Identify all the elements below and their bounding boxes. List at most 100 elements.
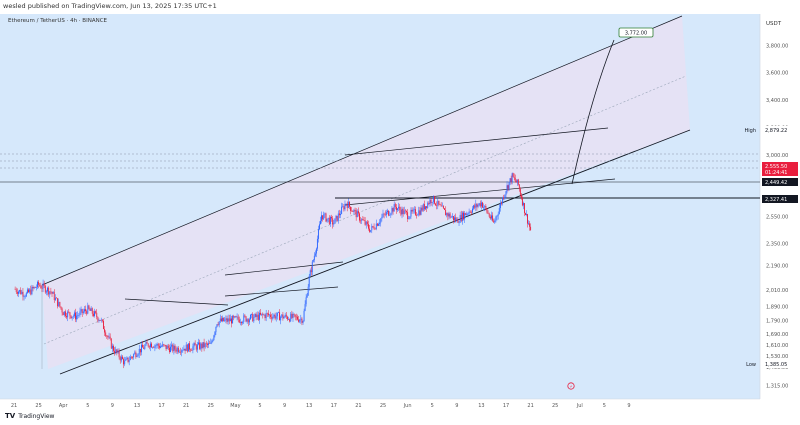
candles-layer xyxy=(14,172,532,369)
candle-body xyxy=(257,314,259,320)
price-label-box xyxy=(762,126,798,134)
event-icon[interactable] xyxy=(567,382,575,390)
candle-body xyxy=(370,230,372,232)
candle-body xyxy=(320,220,321,225)
candle-body xyxy=(472,208,473,213)
candle-body xyxy=(91,308,93,314)
candle-body xyxy=(478,203,480,205)
candle-body xyxy=(497,213,499,216)
candle-body xyxy=(508,182,510,189)
candle-body xyxy=(233,315,235,318)
candle-body xyxy=(95,311,97,313)
candle-body xyxy=(341,206,343,214)
candle-body xyxy=(163,344,165,345)
candle-body xyxy=(51,291,53,294)
price-axis-background xyxy=(760,14,800,399)
candle-body xyxy=(167,345,169,348)
candle-body xyxy=(337,213,339,221)
candle-body xyxy=(244,315,246,317)
candle-body xyxy=(280,316,282,321)
candle-body xyxy=(151,343,152,348)
y-tick-label: 1,890.00 xyxy=(766,305,788,311)
candle-body xyxy=(77,315,79,316)
candle-body xyxy=(133,354,135,358)
candle-body xyxy=(283,316,285,319)
price-label-value: 1,385.05 xyxy=(765,362,787,368)
candle-body xyxy=(250,314,251,320)
candle-body xyxy=(189,343,191,350)
candle-body xyxy=(66,316,68,318)
candle-body xyxy=(260,312,262,315)
candle-body xyxy=(489,216,491,219)
candle-body xyxy=(254,313,256,317)
candle-body xyxy=(459,214,461,223)
candle-body xyxy=(361,219,363,221)
candle-body xyxy=(331,217,333,219)
candle-body xyxy=(452,216,454,221)
candle-body xyxy=(122,356,123,360)
price-label-caption: High xyxy=(745,128,757,134)
candle-body xyxy=(448,213,450,217)
candle-body xyxy=(94,311,95,316)
x-tick-label: Jun xyxy=(403,403,412,409)
candle-body xyxy=(473,205,475,209)
candle-body xyxy=(446,213,448,216)
wedge-bottom-line xyxy=(344,178,616,206)
candle-body xyxy=(238,319,240,323)
candle-body xyxy=(509,178,511,183)
candle-body xyxy=(105,332,107,336)
candle-body xyxy=(356,211,358,218)
candle-body xyxy=(31,286,33,295)
candle-body xyxy=(220,318,222,322)
candle-body xyxy=(237,316,239,320)
candle-body xyxy=(506,185,508,192)
candle-body xyxy=(515,180,517,183)
candle-body xyxy=(155,345,157,347)
x-tick-label: 25 xyxy=(380,403,386,409)
candle-body xyxy=(265,313,267,319)
candle-body xyxy=(73,312,75,316)
candle-body xyxy=(527,214,528,224)
candle-body xyxy=(116,349,118,353)
candle-body xyxy=(196,344,198,350)
x-tick-label: 5 xyxy=(603,403,606,409)
candle-body xyxy=(190,349,192,351)
candle-body xyxy=(164,344,166,346)
candle-body xyxy=(134,352,136,355)
plot-area xyxy=(0,15,760,375)
y-tick-label: 3,800.00 xyxy=(766,43,788,49)
candle-body xyxy=(421,207,423,211)
candle-body xyxy=(86,311,88,314)
candle-body xyxy=(512,173,514,177)
candle-body xyxy=(211,341,213,343)
price-label-box xyxy=(762,195,798,203)
candle-body xyxy=(408,218,410,220)
candle-body xyxy=(170,346,171,353)
candle-body xyxy=(298,319,300,322)
x-tick-label: 25 xyxy=(208,403,214,409)
candle-body xyxy=(177,347,179,352)
candle-body xyxy=(297,316,298,320)
price-chart[interactable]: Ethereum / TetherUS · 4h · BINANCE USDT … xyxy=(0,14,800,413)
candle-body xyxy=(42,283,44,289)
x-tick-label: 13 xyxy=(134,403,140,409)
drawings-layer xyxy=(0,15,760,375)
candle-body xyxy=(141,344,142,353)
candle-body xyxy=(292,313,294,318)
candle-body xyxy=(373,226,375,229)
candle-body xyxy=(429,199,431,205)
candle-body xyxy=(120,356,122,361)
candle-body xyxy=(180,351,182,353)
price-label-box xyxy=(762,168,798,176)
candle-body xyxy=(72,315,74,317)
candle-body xyxy=(214,332,216,336)
candle-body xyxy=(227,318,229,322)
candle-body xyxy=(106,335,108,337)
candle-body xyxy=(513,176,515,178)
candle-body xyxy=(128,360,130,362)
candle-body xyxy=(57,298,59,307)
candle-body xyxy=(395,206,397,211)
projection-arrow xyxy=(571,39,615,185)
y-tick-label: 3,600.00 xyxy=(766,71,788,77)
footer-bar: TV TradingView xyxy=(0,408,800,425)
